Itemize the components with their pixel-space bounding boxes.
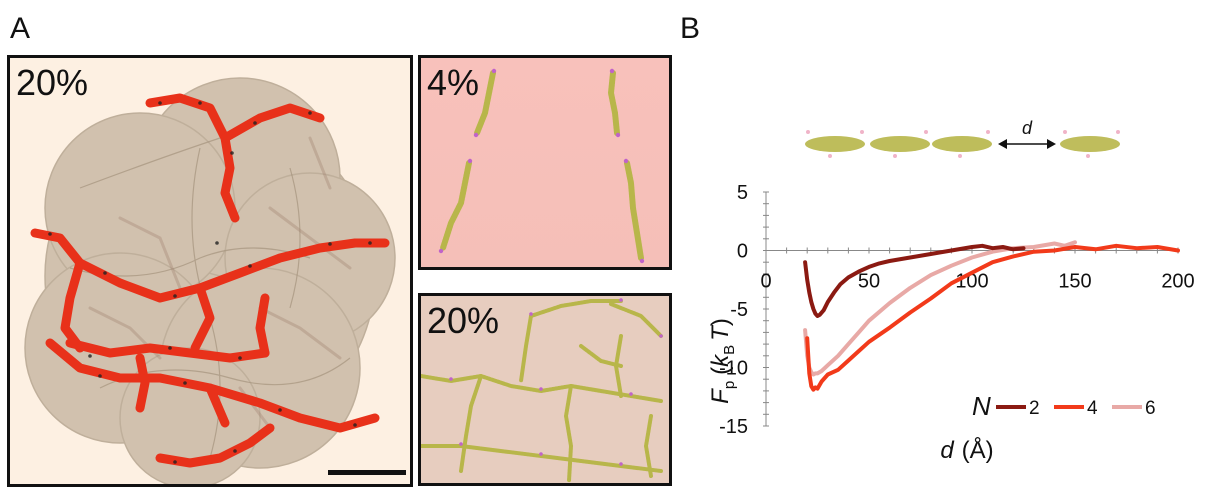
y-tick-label: -15: [719, 416, 748, 438]
x-tick-label: 200: [1161, 271, 1194, 293]
y-tick-label: 0: [737, 241, 748, 263]
y-axis-label-sub-b: B: [721, 345, 738, 355]
y-axis-label-k: k: [707, 353, 734, 367]
top-panel-label: 4%: [427, 62, 480, 103]
x-tick-label: 150: [1058, 271, 1091, 293]
peptoid-schematic: d: [805, 118, 1120, 158]
y-axis-label: Fp (kBT): [707, 318, 738, 404]
plot-area: 50-5-10-150 50 100 150 200: [719, 182, 1195, 438]
schematic-distance-label: d: [1022, 118, 1033, 138]
vesicle-illustration: [24, 77, 406, 484]
free-energy-chart: d 50-5-10-150 50 100 150 200 Fp(kBT) d (Å) N …: [707, 118, 1195, 464]
y-axis-label-t: T: [707, 324, 734, 341]
y-tick-label: -10: [719, 358, 748, 380]
x-axis-label-unit: (Å): [962, 436, 994, 464]
x-axis-label-d: d: [940, 437, 954, 464]
peptoid-chains-dense: [421, 298, 663, 483]
series-line-4: [805, 243, 1180, 392]
legend-label-2: 2: [1029, 398, 1040, 419]
y-axis-label-close: ): [707, 318, 734, 326]
y-axis-label-sub-p: p: [721, 381, 738, 389]
membrane-4-percent-panel: 4%: [418, 55, 672, 270]
legend-title: N: [972, 391, 991, 421]
peptoid-chains-sparse: [438, 68, 645, 264]
panel-a-letter: A: [10, 12, 31, 45]
x-axis-label: d (Å): [940, 436, 993, 464]
legend-label-4: 4: [1087, 398, 1098, 419]
series-line-2: [803, 243, 1026, 318]
x-tick-label: 0: [760, 271, 771, 293]
y-tick-label: 5: [737, 182, 748, 204]
membrane-20-percent-panel: 20%: [418, 293, 672, 486]
y-tick-label: -5: [730, 299, 748, 321]
main-panel-label: 20%: [16, 62, 89, 103]
y-axis-label-open: (: [707, 367, 734, 375]
y-axis-label-f: F: [707, 388, 734, 404]
scale-bar: [328, 470, 406, 475]
x-tick-label: 50: [858, 271, 880, 293]
chart-legend: N 2 4 6: [972, 391, 1156, 421]
bottom-panel-label: 20%: [427, 300, 500, 341]
legend-label-6: 6: [1145, 398, 1156, 419]
panel-b-letter: B: [680, 12, 701, 45]
vesicle-render-panel: 20%: [7, 55, 413, 487]
series-line-6: [803, 240, 1077, 377]
